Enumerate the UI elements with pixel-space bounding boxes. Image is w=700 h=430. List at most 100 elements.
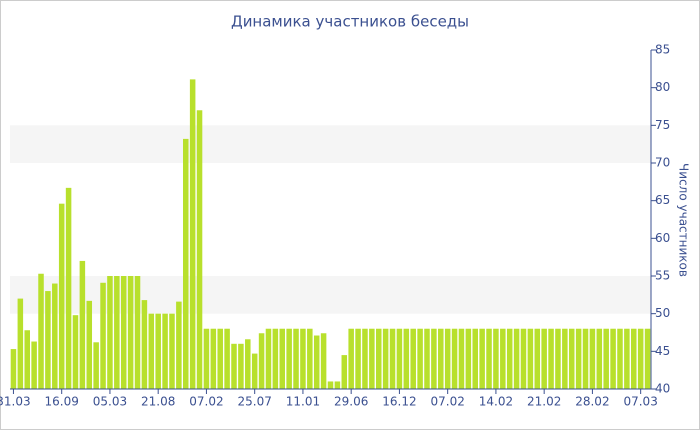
x-tick-label: 21.08 [141, 395, 175, 409]
bar [582, 328, 589, 389]
bar [396, 328, 403, 389]
chart-title: Динамика участников беседы [231, 13, 469, 31]
y-tick-label: 70 [655, 156, 670, 170]
bar [79, 260, 86, 389]
y-tick-label: 60 [655, 231, 670, 245]
bar [610, 328, 616, 389]
bar [189, 79, 196, 389]
bar [217, 328, 223, 389]
bar [465, 328, 472, 389]
bar [458, 328, 465, 389]
bar [251, 353, 258, 389]
x-tick-label: 07.02 [189, 395, 223, 409]
bar [100, 282, 106, 389]
grid-band [10, 125, 651, 163]
bar [541, 328, 547, 389]
x-tick-label: 21.02 [527, 395, 561, 409]
y-tick-label: 55 [655, 269, 670, 283]
bar [320, 333, 327, 389]
bar [52, 283, 58, 389]
bar [327, 381, 334, 389]
bar [355, 328, 361, 389]
bar [245, 339, 251, 389]
bar [176, 301, 182, 389]
bar [231, 343, 237, 389]
y-tick-label: 45 [655, 344, 670, 358]
bar [631, 328, 637, 389]
bar [279, 328, 286, 389]
y-tick-label: 75 [655, 118, 670, 132]
x-tick-label: 14.02 [479, 395, 513, 409]
bar [313, 335, 320, 389]
bar [506, 328, 513, 389]
bar [417, 328, 423, 389]
bar [500, 328, 506, 389]
bar [493, 328, 499, 389]
bar [272, 328, 279, 389]
bar [31, 341, 37, 389]
bar [169, 313, 175, 389]
bar [307, 328, 313, 389]
bar [369, 328, 375, 389]
bar [513, 328, 520, 389]
y-tick-label: 65 [655, 193, 670, 207]
x-tick-label: 11.01 [286, 395, 320, 409]
bar [424, 328, 430, 389]
bar [486, 328, 492, 389]
bar [134, 276, 141, 389]
bar [624, 328, 630, 389]
bar [375, 328, 382, 389]
bar [562, 328, 568, 389]
bar [431, 328, 437, 389]
x-tick-label: 31.03 [0, 395, 31, 409]
bar [362, 328, 368, 389]
bar [410, 328, 416, 389]
bar [148, 313, 155, 389]
bar [72, 315, 79, 389]
bar [141, 300, 148, 389]
bar [603, 328, 609, 389]
x-tick-label: 29.06 [334, 395, 368, 409]
x-tick-label: 28.02 [575, 395, 609, 409]
bar [93, 342, 99, 389]
bar [120, 276, 127, 389]
bar [520, 328, 527, 389]
y-axis-title: Число участников [677, 163, 691, 277]
grid-band [10, 276, 651, 314]
bar [17, 298, 24, 389]
bar [403, 328, 410, 389]
y-tick-label: 80 [655, 80, 670, 94]
x-tick-label: 07.03 [623, 395, 657, 409]
y-tick-label: 85 [655, 43, 670, 57]
bar [65, 187, 72, 389]
bar [548, 328, 554, 389]
bar [224, 328, 230, 389]
bar [114, 276, 120, 389]
bar [575, 328, 582, 389]
bar [637, 328, 644, 389]
bar [348, 328, 354, 389]
bar [644, 328, 651, 389]
bar [10, 349, 17, 389]
bar [472, 328, 478, 389]
y-tick-label: 50 [655, 306, 670, 320]
bar [293, 328, 299, 389]
bar [438, 328, 444, 389]
bar [341, 355, 348, 389]
bar [286, 328, 292, 389]
bar [203, 328, 210, 389]
bar [382, 328, 389, 389]
bar [155, 313, 161, 389]
x-tick-label: 05.03 [93, 395, 127, 409]
bar [45, 291, 51, 389]
bar [334, 381, 341, 389]
bar [534, 328, 541, 389]
bar [238, 343, 244, 389]
bar [555, 328, 561, 389]
bar [127, 276, 134, 389]
bar [568, 328, 575, 389]
bar [596, 328, 603, 389]
x-tick-label: 25.07 [238, 395, 272, 409]
bar [107, 276, 113, 389]
